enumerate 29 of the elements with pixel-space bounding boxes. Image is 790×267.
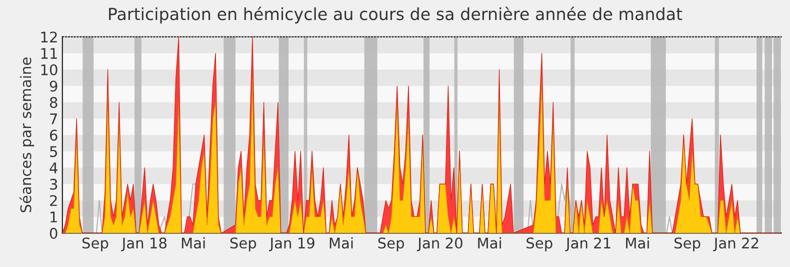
x-tick-label: Mai: [182, 237, 205, 249]
x-tick-label: Mai: [330, 237, 353, 249]
x-tick-label: Sep: [378, 238, 404, 252]
y-tick-label: 3: [50, 178, 58, 190]
y-tick-label: 11: [41, 48, 57, 59]
x-tick-label: Jan 22: [713, 238, 758, 252]
y-tick-label: 8: [50, 96, 58, 108]
x-tick-label: Jan 19: [268, 238, 314, 252]
x-tick-label: Mai: [626, 237, 649, 249]
y-tick-label: 0: [50, 228, 58, 239]
x-tick-label: Sep: [526, 238, 552, 252]
y-tick-label: 6: [50, 130, 58, 141]
y-tick-label: 12: [41, 32, 57, 42]
x-tick-label: Jan 18: [121, 238, 167, 252]
x-tick-label: Sep: [674, 238, 700, 252]
y-tick-label: 9: [50, 80, 58, 92]
chart-title: Participation en hémicycle au cours de sa dernière année de mandat: [109, 6, 682, 24]
x-tick-label: Jan 21: [565, 238, 610, 252]
y-tick-label: 1: [50, 212, 57, 222]
x-tick-label: Mai: [478, 237, 501, 249]
x-tick-label: Sep: [230, 238, 256, 252]
y-axis-title: Séances par semaine: [19, 58, 34, 212]
y-tick-label: 4: [50, 162, 58, 174]
x-tick-label: Sep: [82, 238, 108, 252]
y-tick-label: 5: [50, 146, 57, 158]
y-tick-label: 2: [50, 195, 57, 206]
y-tick-label: 7: [50, 114, 57, 124]
x-tick-label: Jan 20: [416, 238, 462, 252]
y-tick-label: 10: [41, 64, 58, 76]
